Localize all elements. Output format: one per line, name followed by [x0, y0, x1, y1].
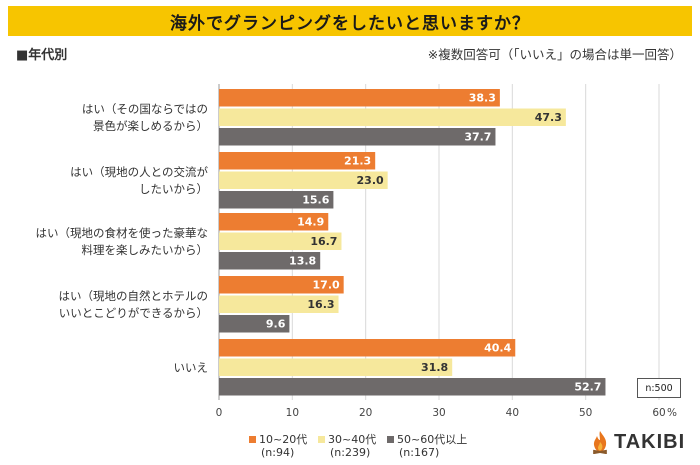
bar — [219, 315, 290, 333]
legend-n: (n:167) — [399, 446, 440, 459]
bar-value-label: 47.3 — [535, 111, 562, 124]
legend-item-30-40: 30~40代 (n:239) — [318, 433, 376, 459]
sample-size-label: n:500 — [645, 382, 673, 394]
bar-value-label: 31.8 — [421, 361, 448, 374]
takibi-logo: TAKIBI — [590, 430, 685, 454]
bar — [219, 108, 566, 126]
category-label: 料理を楽しみたいから） — [82, 243, 209, 257]
bar — [219, 213, 329, 231]
subtitle-note: ※複数回答可（「いいえ」の場合は単一回答） — [427, 47, 682, 62]
bar-value-label: 16.7 — [310, 235, 337, 248]
legend-item-50-60: 50~60代以上 (n:167) — [387, 433, 467, 459]
bar-value-label: 21.3 — [344, 155, 371, 168]
chart-title: 海外でグランピングをしたいと思いますか？ — [170, 13, 530, 34]
bar-value-label: 16.3 — [307, 298, 334, 311]
bar — [219, 152, 376, 170]
bar-value-label: 23.0 — [357, 174, 384, 187]
legend-swatch — [387, 436, 394, 443]
category-label: したいから） — [139, 182, 208, 196]
bar-value-label: 37.7 — [464, 131, 491, 144]
bar-value-label: 14.9 — [297, 216, 324, 229]
category-label: いいとこどりができるから） — [59, 306, 208, 320]
category-label: 景色が楽しめるから） — [93, 119, 208, 133]
bar-value-label: 38.3 — [469, 92, 496, 105]
title-bar: 海外でグランピングをしたいと思いますか？ — [8, 6, 692, 36]
category-label: はい（現地の自然とホテルの — [59, 289, 209, 303]
legend-label: 30~40代 — [328, 433, 377, 446]
bar — [219, 128, 496, 146]
sample-size-box: n:500 — [637, 378, 681, 398]
bar — [219, 232, 342, 250]
legend-label: 50~60代以上 — [397, 433, 468, 446]
bar — [219, 339, 516, 357]
category-label: はい（現地の食材を使った豪華な — [36, 226, 209, 240]
legend-label: 10~20代 — [259, 433, 308, 446]
bar — [219, 89, 500, 107]
category-label: はい（現地の人との交流が — [70, 165, 208, 179]
category-label: はい（その国ならではの — [82, 102, 208, 116]
logo-text: TAKIBI — [614, 430, 686, 453]
x-tick-label: 0 — [216, 407, 223, 419]
bar — [219, 358, 453, 376]
bar-value-label: 52.7 — [574, 381, 601, 394]
x-tick-label: 30 — [432, 407, 445, 419]
bar-value-label: 9.6 — [266, 318, 286, 331]
bar — [219, 378, 606, 396]
x-axis-unit: % — [667, 407, 677, 419]
bar-value-label: 13.8 — [289, 255, 316, 268]
bar — [219, 171, 388, 189]
category-label: いいえ — [174, 360, 209, 374]
bar — [219, 295, 339, 313]
bar — [219, 276, 344, 294]
bar — [219, 191, 334, 209]
flame-icon — [592, 431, 608, 454]
bar — [219, 252, 321, 270]
bar-value-label: 15.6 — [302, 194, 329, 207]
x-tick-label: 50 — [579, 407, 592, 419]
legend-swatch — [318, 436, 325, 443]
legend-item-10-20: 10~20代 (n:94) — [249, 433, 307, 459]
legend-n: (n:94) — [261, 446, 295, 459]
x-tick-label: 40 — [506, 407, 519, 419]
legend-n: (n:239) — [330, 446, 371, 459]
x-tick-label: 60 — [652, 407, 665, 419]
bar-value-label: 17.0 — [313, 279, 340, 292]
x-tick-label: 20 — [359, 407, 372, 419]
bar-value-label: 40.4 — [484, 342, 511, 355]
x-tick-label: 10 — [286, 407, 299, 419]
subtitle-age-group: ■年代別 — [16, 48, 68, 63]
legend-swatch — [249, 436, 256, 443]
